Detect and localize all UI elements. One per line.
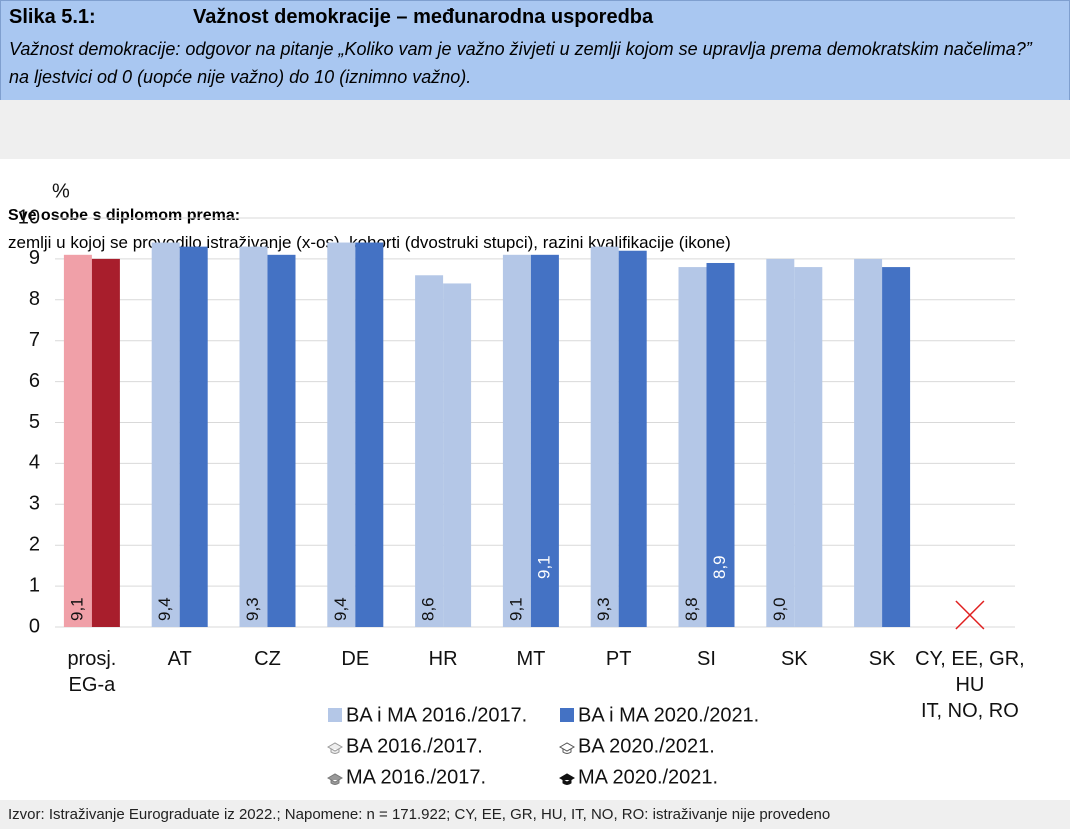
figure-subtitle: Važnost demokracije: odgovor na pitanje …: [9, 39, 1032, 87]
legend-icon: [326, 773, 344, 785]
header: Slika 5.1: Važnost demokracije – međunar…: [0, 0, 1070, 101]
y-tick-label: 3: [29, 493, 40, 515]
chart: % 0 1 2 3 4 5 6 7 8 9 10 prosj. EG-a 9,1 AT 9,4 CZ 9,3 DE 9…: [18, 180, 1025, 788]
x-tick-line: IT, NO, RO: [921, 700, 1019, 722]
bar: [63, 254, 92, 627]
bar: [355, 242, 384, 627]
x-tick-label: AT: [168, 648, 192, 670]
x-tick-label: SI: [697, 648, 716, 670]
legend-icon: [558, 773, 576, 785]
bar: [151, 242, 180, 627]
y-tick-label: 7: [29, 329, 40, 351]
legend-icon: [558, 742, 576, 754]
x-tick-line: SK: [869, 648, 896, 670]
value-label: 9,1: [534, 555, 553, 579]
x-tick-line: EG-a: [69, 674, 117, 696]
legend-label: BA 2016./2017.: [346, 735, 483, 757]
legend-label: MA 2020./2021.: [578, 766, 718, 788]
bar: [678, 267, 707, 627]
value-label: 9,1: [67, 597, 86, 621]
legend-icon: [326, 742, 344, 754]
bar: [267, 254, 296, 627]
x-tick-line: SI: [697, 648, 716, 670]
x-tick-line: DE: [341, 648, 369, 670]
legend-label: BA i MA 2020./2021.: [578, 704, 759, 726]
x-tick-line: AT: [168, 648, 192, 670]
figure-label: Slika 5.1:: [9, 6, 96, 28]
bar: [706, 262, 735, 627]
x-tick-label: prosj. EG-a: [67, 648, 116, 696]
x-tick-label: MT: [516, 648, 545, 670]
legend-swatch: [328, 708, 342, 722]
bar: [618, 250, 647, 627]
y-tick-label: 0: [29, 615, 40, 637]
bar: [502, 254, 531, 627]
x-tick-line: CY, EE, GR,: [915, 648, 1025, 670]
y-tick-label: 4: [29, 452, 40, 474]
y-tick-label: 5: [29, 411, 40, 433]
legend-label: MA 2016./2017.: [346, 766, 486, 788]
x-tick-label: CZ: [254, 648, 281, 670]
value-label: 9,4: [155, 597, 174, 621]
figure-title: Važnost demokracije – međunarodna uspore…: [193, 6, 654, 28]
x-tick-line: MT: [516, 648, 545, 670]
y-tick-label: 8: [29, 288, 40, 310]
x-tick-label: HR: [429, 648, 458, 670]
value-label: 9,4: [331, 597, 350, 621]
x-tick-label: SK: [781, 648, 808, 670]
x-tick-line: prosj.: [67, 648, 116, 670]
y-tick-label: 10: [18, 206, 40, 228]
bar: [91, 258, 120, 627]
bar: [882, 267, 911, 627]
value-label: 9,0: [770, 597, 789, 621]
section: Sve osobe s diplomom prema: zemlji u koj…: [0, 100, 1070, 252]
y-tick-label: 1: [29, 574, 40, 596]
x-tick-line: SK: [781, 648, 808, 670]
no-data-mark: [955, 600, 985, 630]
legend-swatch: [560, 708, 574, 722]
bar: [590, 246, 619, 627]
value-label: 9,3: [594, 597, 613, 621]
y-tick-label: 6: [29, 370, 40, 392]
bar: [530, 254, 559, 627]
x-tick-label: SK: [869, 648, 896, 670]
legend-label: BA i MA 2016./2017.: [346, 704, 527, 726]
value-label: 9,1: [506, 597, 525, 621]
x-tick-label: DE: [341, 648, 369, 670]
bar: [794, 267, 823, 627]
value-label: 9,3: [243, 597, 262, 621]
bar: [854, 258, 883, 627]
x-tick-label: CY, EE, GR, HU IT, NO, RO: [915, 648, 1025, 722]
section-title: Sve osobe s diplomom prema:: [8, 207, 241, 224]
y-tick-label: 2: [29, 533, 40, 555]
bar: [179, 246, 208, 627]
x-tick-label: PT: [606, 648, 632, 670]
x-tick-line: HU: [955, 674, 984, 696]
legend-label: BA 2020./2021.: [578, 735, 715, 757]
y-axis-label: %: [52, 180, 70, 202]
bar: [239, 246, 268, 627]
x-tick-line: CZ: [254, 648, 281, 670]
bar: [766, 258, 795, 627]
bar: [327, 242, 356, 627]
x-tick-line: HR: [429, 648, 458, 670]
value-label: 8,6: [419, 597, 438, 621]
bar: [415, 275, 444, 627]
footer: Izvor: Istraživanje Eurograduate iz 2022…: [0, 800, 1070, 829]
value-label: 8,8: [682, 597, 701, 621]
x-tick-line: PT: [606, 648, 632, 670]
y-tick-label: 9: [29, 247, 40, 269]
value-label: 8,9: [710, 555, 729, 579]
bar: [443, 283, 472, 627]
